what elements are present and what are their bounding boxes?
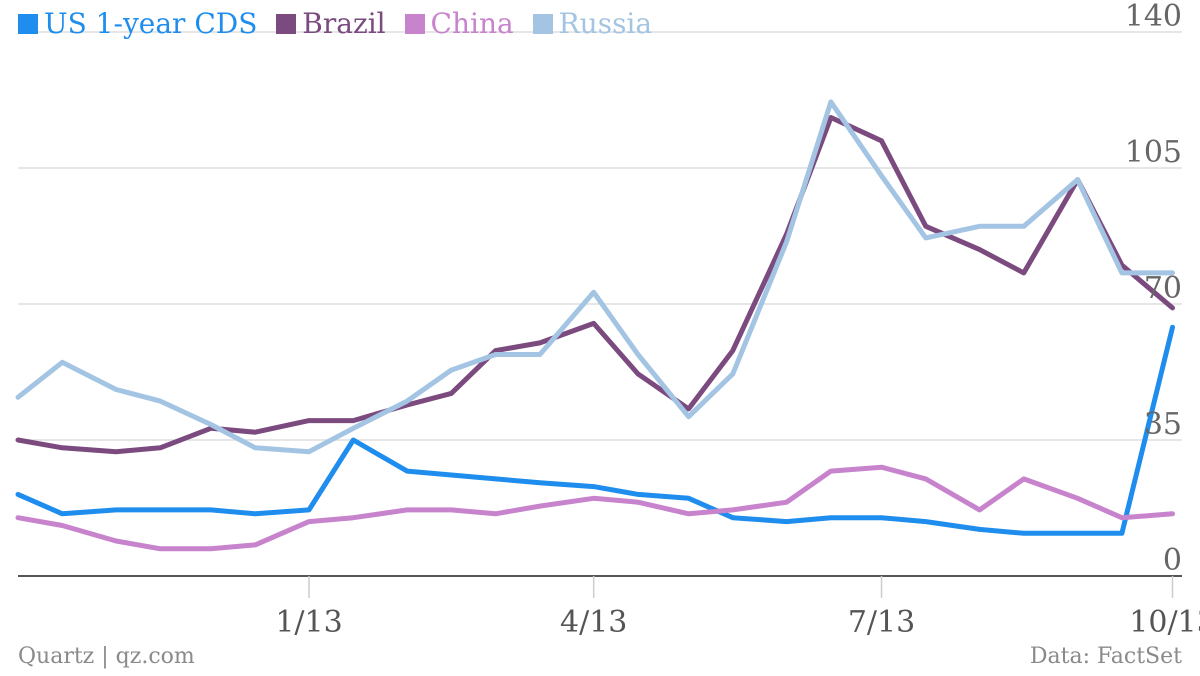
legend-swatch-russia xyxy=(532,14,553,34)
y-tick-label: 105 xyxy=(1125,135,1182,170)
series-lines xyxy=(15,99,1175,552)
x-tick-label: 7/13 xyxy=(848,605,915,640)
y-axis-ticks: 0 35 70 105 140 xyxy=(1125,0,1182,578)
footer-source: Data: FactSet xyxy=(1029,644,1182,669)
series-line-china xyxy=(15,464,1175,552)
legend-item-us-cds: US 1-year CDS xyxy=(18,6,257,42)
y-tick-label: 0 xyxy=(1163,543,1182,578)
legend-item-brazil: Brazil xyxy=(276,6,386,42)
series-line-brazil xyxy=(15,115,1175,455)
legend-swatch-china xyxy=(404,14,425,34)
x-tick-label: 4/13 xyxy=(560,605,627,640)
legend-swatch-us-cds xyxy=(18,14,38,34)
x-tick-label: 10/13 xyxy=(1129,605,1200,640)
legend-item-china: China xyxy=(404,6,514,42)
legend-item-russia: Russia xyxy=(532,6,653,42)
legend-label-china: China xyxy=(430,7,514,40)
y-tick-label: 70 xyxy=(1144,271,1182,306)
footer-credit: Quartz | qz.com xyxy=(18,644,195,669)
legend-label-us-cds: US 1-year CDS xyxy=(44,7,258,40)
legend-label-brazil: Brazil xyxy=(302,7,386,40)
x-axis-ticks: 1/13 4/13 7/13 10/13 xyxy=(275,576,1200,640)
legend: US 1-year CDS Brazil China Russia xyxy=(18,6,662,43)
legend-label-russia: Russia xyxy=(558,7,653,40)
y-tick-label: 35 xyxy=(1144,407,1182,442)
legend-swatch-brazil xyxy=(276,14,297,34)
y-tick-label: 140 xyxy=(1125,0,1182,34)
x-tick-label: 1/13 xyxy=(275,605,342,640)
series-line-russia xyxy=(15,99,1175,455)
gridlines xyxy=(18,31,1182,441)
series-line-us-1-year-cds xyxy=(15,324,1175,536)
